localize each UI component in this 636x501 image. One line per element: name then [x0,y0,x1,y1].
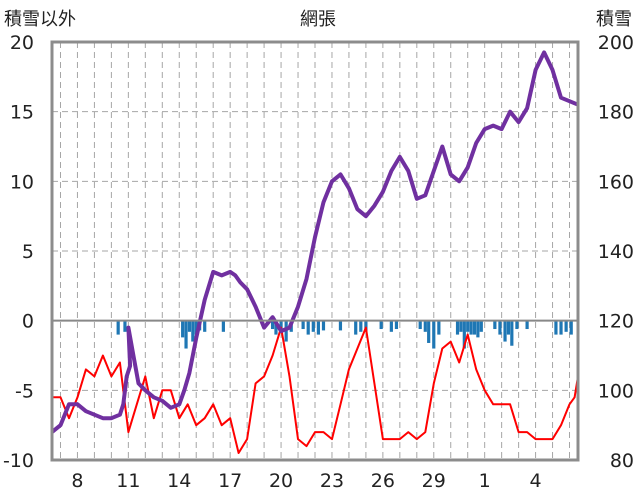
x-tick-label: 29 [422,470,446,492]
precip-bar [554,320,558,335]
precip-bar [569,320,573,335]
right-tick-label: 120 [598,311,634,333]
x-tick-label: 23 [320,470,344,492]
right-axis-title: 積雪 [596,9,632,30]
left-tick-label: 0 [22,311,34,333]
precip-bar [116,320,120,335]
x-tick-label: 1 [479,470,491,492]
precip-bar [316,320,320,335]
left-axis-ticks: 20 15 10 5 0 -5 -10 [3,32,34,472]
precip-bar [221,320,225,332]
right-tick-label: 100 [598,380,634,402]
precip-bar [187,320,192,332]
precip-bar [472,320,477,335]
precip-bar [498,320,502,335]
chart-title: 網張 [300,9,336,30]
right-tick-label: 80 [610,450,634,472]
precip-bar [564,320,568,332]
x-tick-label: 8 [71,470,83,492]
precip-bar [364,320,368,332]
x-tick-label: 4 [530,470,542,492]
left-tick-label: 5 [22,241,34,263]
precip-bar [455,320,460,335]
precip-bar [493,320,497,330]
left-tick-label: 15 [10,102,34,124]
precip-bar [479,320,483,332]
left-axis-title: 積雪以外 [4,9,76,30]
precip-bar [389,320,393,332]
precip-bar [123,320,127,332]
x-tick-label: 14 [167,470,191,492]
left-tick-label: -5 [15,380,34,402]
precip-bar [476,320,480,338]
precip-bar [510,320,514,346]
series-lines [50,50,579,454]
precip-bar [184,320,188,349]
x-tick-label: 20 [269,470,293,492]
x-tick-label: 17 [218,470,242,492]
left-tick-label: 20 [10,32,34,54]
precip-bar [321,320,326,331]
right-axis-ticks: 200 180 160 140 120 100 80 [598,32,634,472]
precip-bar [394,320,399,330]
precip-bar [437,320,441,335]
precip-bar [515,320,519,330]
precip-bar [311,320,315,332]
right-tick-label: 140 [598,241,634,263]
right-tick-label: 200 [598,32,634,54]
precip-bar [203,320,207,332]
precip-bar [306,320,310,335]
precip-bar [559,320,563,335]
precip-bar [279,320,283,332]
right-tick-label: 160 [598,171,634,193]
precip-bar [194,320,198,335]
precip-bar [427,320,431,343]
precip-bar [338,320,343,331]
precip-bar [181,320,185,338]
precip-bar [423,320,427,332]
precip-bar [270,320,275,330]
precip-bar [503,320,507,342]
left-tick-label: -10 [3,450,34,472]
left-tick-label: 10 [10,171,34,193]
precip-bars [116,320,573,349]
precip-bar [418,320,422,330]
right-tick-label: 180 [598,102,634,124]
precip-bar [191,320,195,342]
snow-depth-line [50,50,579,434]
temperature-line [52,326,579,454]
precip-bar [359,320,363,332]
precip-bar [354,320,358,335]
precip-bar [466,320,470,332]
precip-bar [506,320,511,335]
precip-bar [525,320,529,330]
precip-bar [379,320,383,330]
precip-bar [301,320,305,330]
plot-frame [50,40,580,462]
x-tick-label: 26 [371,470,395,492]
x-axis-ticks: 8 11 14 17 20 23 26 29 1 4 [71,470,541,492]
precip-bar [469,320,473,335]
precip-bar [432,320,436,349]
precip-bar [462,320,466,349]
precip-bar [459,320,463,332]
precip-bar [274,320,278,335]
x-tick-label: 11 [116,470,140,492]
